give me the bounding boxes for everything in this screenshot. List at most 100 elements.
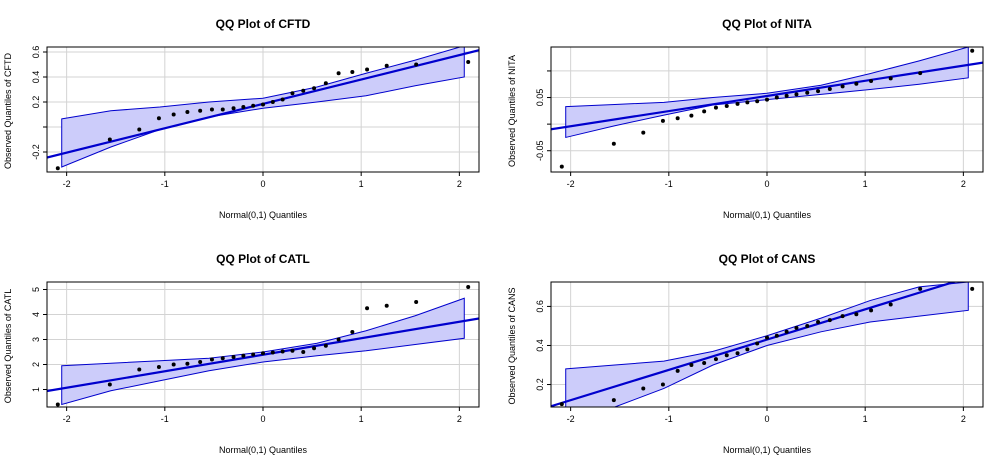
data-point-cftd xyxy=(365,67,370,72)
panel-nita: QQ Plot of NITA Normal(0,1) Quantiles Ob… xyxy=(507,17,984,220)
data-point-cans xyxy=(713,357,718,362)
data-point-cans xyxy=(784,329,789,334)
x-axis-label-catl: Normal(0,1) Quantiles xyxy=(219,445,308,455)
plot-area-nita: -2 -1 0 1 2 -0.05 0.05 xyxy=(535,46,984,189)
y-tick-label: 5 xyxy=(31,287,41,292)
y-tick-label: 0.6 xyxy=(31,46,41,59)
data-point-cftd xyxy=(241,105,246,109)
data-point-catl xyxy=(171,362,176,367)
data-point-nita xyxy=(755,99,760,104)
data-point-nita xyxy=(888,76,893,81)
data-point-cans xyxy=(611,398,616,403)
data-point-cans xyxy=(702,361,707,366)
data-point-cftd xyxy=(301,88,306,93)
x-tick-label: 2 xyxy=(457,179,462,189)
x-tick-label: 0 xyxy=(260,179,265,189)
data-point-nita xyxy=(784,93,789,98)
data-point-cans xyxy=(816,320,821,325)
x-tick-label: -2 xyxy=(567,179,575,189)
data-point-catl xyxy=(198,360,203,364)
data-point-catl xyxy=(185,361,190,366)
data-point-catl xyxy=(336,337,341,342)
data-point-nita xyxy=(827,87,832,92)
data-point-nita xyxy=(765,97,769,102)
data-point-cftd xyxy=(336,71,341,76)
data-point-nita xyxy=(660,118,665,123)
data-point-cftd xyxy=(156,116,161,121)
data-point-cftd xyxy=(231,106,236,111)
data-point-cans xyxy=(840,314,845,319)
data-point-cftd xyxy=(350,70,355,74)
data-point-catl xyxy=(107,382,112,387)
data-point-cans xyxy=(735,351,740,356)
data-point-nita xyxy=(735,101,740,106)
y-tick-label: 0.4 xyxy=(535,339,545,352)
y-tick-label: 0.4 xyxy=(31,71,41,84)
data-point-catl xyxy=(466,285,471,289)
confidence-band-cans xyxy=(565,282,969,407)
data-point-catl xyxy=(241,353,246,358)
y-tick-label: 0.2 xyxy=(535,378,545,391)
data-point-catl xyxy=(156,365,161,369)
data-point-cftd xyxy=(384,63,389,68)
y-tick-label: -0.2 xyxy=(31,144,41,160)
y-tick-label: 0.6 xyxy=(535,300,545,313)
data-point-cftd xyxy=(220,107,225,112)
chart-title-cftd: QQ Plot of CFTD xyxy=(216,17,311,31)
data-point-cans xyxy=(765,335,769,340)
data-point-catl xyxy=(55,402,60,407)
data-point-catl xyxy=(270,350,275,355)
data-point-catl xyxy=(301,350,306,354)
data-point-nita xyxy=(805,90,810,95)
data-point-cftd xyxy=(312,86,317,91)
x-tick-label: 1 xyxy=(863,179,868,189)
data-point-catl xyxy=(209,357,214,362)
confidence-band-nita xyxy=(565,47,969,139)
data-point-cftd xyxy=(209,107,214,112)
data-point-nita xyxy=(869,79,874,84)
data-point-cftd xyxy=(251,103,256,108)
data-point-nita xyxy=(702,109,707,114)
data-point-catl xyxy=(280,349,285,354)
data-point-nita xyxy=(713,105,718,110)
plot-content-cftd xyxy=(47,47,479,171)
data-point-cans xyxy=(774,333,779,338)
data-point-nita xyxy=(918,71,923,76)
data-point-nita xyxy=(774,95,779,100)
data-point-cftd xyxy=(198,108,203,113)
x-tick-label: 0 xyxy=(764,179,769,189)
data-point-nita xyxy=(854,81,859,86)
data-point-cftd xyxy=(261,102,265,107)
y-axis-label-catl: Observed Quantiles of CATL xyxy=(3,289,13,403)
x-tick-label: 2 xyxy=(961,414,966,424)
data-point-catl xyxy=(414,300,419,304)
data-point-nita xyxy=(816,89,821,94)
data-point-cans xyxy=(854,312,859,317)
data-point-cftd xyxy=(290,91,295,96)
data-point-cftd xyxy=(323,81,328,86)
y-tick-label: 4 xyxy=(31,312,41,317)
plot-content-cans xyxy=(551,282,975,407)
data-point-nita xyxy=(794,92,799,97)
chart-title-nita: QQ Plot of NITA xyxy=(722,17,812,31)
data-point-nita xyxy=(970,48,975,53)
x-tick-label: 0 xyxy=(764,414,769,424)
y-axis-label-cftd: Observed Quantiles of CFTD xyxy=(3,52,13,169)
data-point-nita xyxy=(689,113,694,118)
plot-area-cans: -2 -1 0 1 2 0.2 0.4 0.6 xyxy=(535,281,984,424)
y-tick-label: 0.2 xyxy=(31,96,41,109)
y-tick-label: 3 xyxy=(31,337,41,342)
data-point-cans xyxy=(805,323,810,328)
data-point-cans xyxy=(918,286,923,291)
data-point-cans xyxy=(559,402,564,407)
chart-title-catl: QQ Plot of CATL xyxy=(216,252,310,266)
data-point-cans xyxy=(869,308,874,313)
chart-title-cans: QQ Plot of CANS xyxy=(719,252,816,266)
x-tick-label: 1 xyxy=(359,179,364,189)
data-point-nita xyxy=(611,141,616,146)
x-tick-label: -1 xyxy=(665,414,673,424)
plot-content-catl xyxy=(47,285,479,407)
y-tick-label: 0.05 xyxy=(535,89,545,107)
data-point-cans xyxy=(675,368,680,373)
